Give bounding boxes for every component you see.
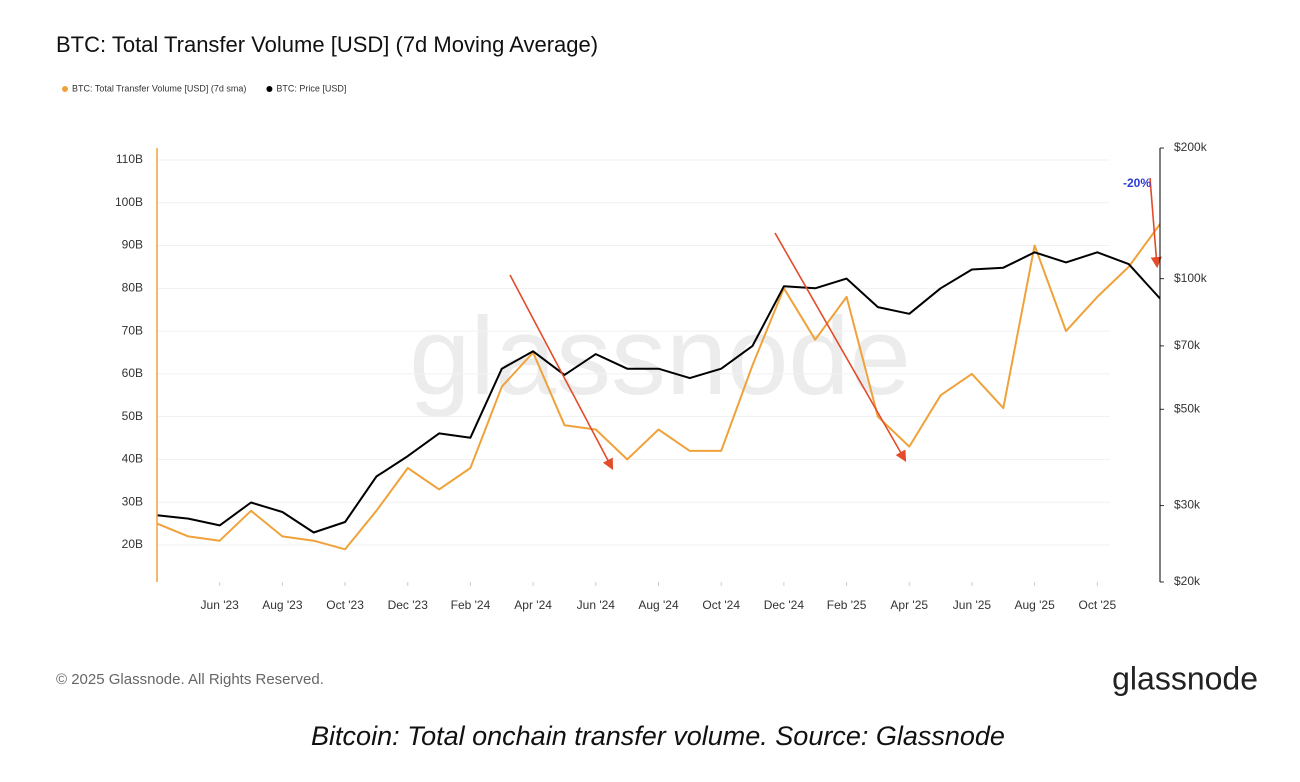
y-tick-label: 60B [122, 366, 143, 380]
y2-tick-label: $70k [1174, 338, 1201, 352]
logo: glassnode [1112, 660, 1258, 696]
legend-label: BTC: Price [USD] [276, 83, 346, 93]
x-tick-label: Aug '23 [262, 598, 303, 612]
x-tick-label: Feb '25 [827, 598, 867, 612]
x-tick-label: Jun '23 [201, 598, 240, 612]
y2-tick-label: $20k [1174, 574, 1201, 588]
y-tick-label: 50B [122, 409, 143, 423]
legend-swatch [266, 86, 273, 92]
x-tick-label: Aug '25 [1014, 598, 1055, 612]
trend-arrow [774, 232, 907, 462]
y-tick-label: 30B [122, 494, 143, 508]
trend-arrow [1149, 177, 1162, 269]
chart-title: BTC: Total Transfer Volume [USD] (7d Mov… [56, 32, 598, 57]
watermark: glassnode [409, 295, 911, 418]
x-tick-label: Jun '24 [577, 598, 616, 612]
y-tick-label: 90B [122, 238, 143, 252]
annotation: -20% [1123, 176, 1151, 190]
y2-tick-label: $100k [1174, 271, 1208, 285]
x-tick-label: Feb '24 [451, 598, 491, 612]
legend-label: BTC: Total Transfer Volume [USD] (7d sma… [72, 83, 246, 93]
x-tick-label: Oct '23 [326, 598, 364, 612]
x-tick-label: Apr '25 [890, 598, 928, 612]
x-tick-label: Aug '24 [638, 598, 679, 612]
trend-arrow [509, 274, 614, 470]
x-tick-label: Oct '24 [702, 598, 740, 612]
caption: Bitcoin: Total onchain transfer volume. … [311, 721, 1005, 751]
y-tick-label: 70B [122, 323, 143, 337]
y-tick-label: 110B [116, 152, 143, 166]
series-line [156, 223, 1161, 551]
x-tick-label: Dec '23 [388, 598, 429, 612]
y-tick-label: 40B [122, 452, 143, 466]
y-tick-label: 80B [122, 280, 143, 294]
y2-tick-label: $30k [1174, 498, 1201, 512]
x-tick-label: Dec '24 [764, 598, 805, 612]
x-tick-label: Apr '24 [514, 598, 552, 612]
x-tick-label: Jun '25 [953, 598, 992, 612]
plot-area [156, 159, 1161, 551]
footer: © 2025 Glassnode. All Rights Reserved. [56, 671, 324, 688]
legend: BTC: Total Transfer Volume [USD] (7d sma… [62, 83, 346, 93]
y2-tick-label: $200k [1174, 140, 1208, 154]
legend-swatch [62, 86, 68, 92]
x-tick-label: Oct '25 [1078, 598, 1116, 612]
y-tick-label: 100B [115, 195, 143, 209]
series-line [156, 251, 1161, 534]
y2-tick-label: $50k [1174, 401, 1201, 415]
y-tick-label: 20B [122, 537, 143, 551]
